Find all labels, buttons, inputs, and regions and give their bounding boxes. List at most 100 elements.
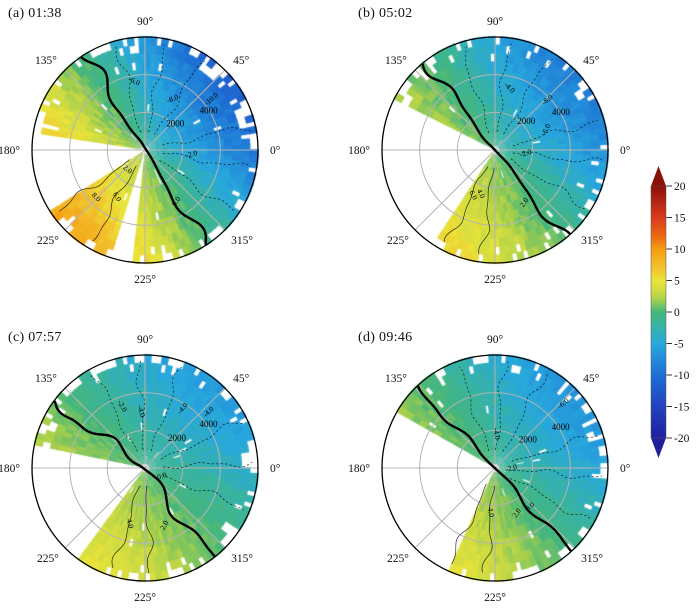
- outer-circle: [381, 36, 609, 264]
- panel-c-plot-svg: -2.0 -4.0 -4.0 -4.0 0.0 4.0 2.0 2000 4000 0° 45° 90…: [0, 334, 281, 604]
- contour-label: -6.0: [127, 74, 142, 87]
- angle-label-270: 225°: [134, 592, 156, 604]
- radial-distance-label: 4000: [200, 419, 219, 429]
- outer-circle: [31, 36, 259, 264]
- angle-label-225: 225°: [37, 235, 59, 247]
- outer-circle: [31, 354, 259, 582]
- contour-label: 4.0: [486, 507, 497, 518]
- angle-label-270: 225°: [134, 274, 156, 286]
- angle-label-90: 90°: [137, 16, 154, 28]
- contour-label: -6.0: [539, 122, 552, 137]
- radial-distance-label: 4000: [200, 105, 219, 115]
- contour-label: 0.0: [156, 470, 168, 482]
- panel-a: -10.0 -8.0 -6.0 -2.0 0.0 2.0 6.0 8.0 2000 4000 0° 4…: [0, 0, 350, 308]
- angle-label-0: 0°: [270, 463, 281, 475]
- range-ring-4000: [419, 392, 571, 544]
- radial-spoke: [144, 69, 226, 151]
- contour-lines: [59, 44, 252, 242]
- radial-spoke: [494, 387, 576, 469]
- angle-label-45: 45°: [233, 55, 250, 67]
- zero-contour-line: [416, 385, 572, 552]
- colorbar-gradient: [650, 185, 667, 439]
- colorbar-tick-label: -5: [674, 339, 684, 351]
- contour-label: -2.0: [504, 462, 518, 474]
- angle-label-225: 225°: [37, 553, 59, 565]
- polar-grid: [32, 37, 258, 263]
- angle-label-135: 135°: [385, 373, 407, 385]
- negative-contour-line: [494, 361, 509, 450]
- angle-label-90: 90°: [137, 334, 154, 346]
- positive-contour-line: [145, 485, 154, 574]
- range-ring-2000: [456, 429, 534, 507]
- angle-label-0: 0°: [620, 145, 631, 157]
- angle-label-180: 180°: [348, 145, 370, 157]
- panel-c: -2.0 -4.0 -4.0 -4.0 0.0 4.0 2.0 2000 4000 0° 45° 90…: [0, 308, 350, 616]
- contour-lines: [451, 361, 603, 573]
- contour-label: -4.0: [502, 80, 517, 95]
- angle-label-135: 135°: [385, 55, 407, 67]
- angle-label-0: 0°: [620, 463, 631, 475]
- angle-label-180: 180°: [0, 145, 20, 157]
- angle-label-270: 225°: [484, 274, 506, 286]
- panel-b-title: (b) 05:02: [358, 6, 413, 21]
- contour-label: 2.0: [518, 196, 531, 209]
- radial-spoke: [64, 149, 146, 231]
- colorbar-svg: 20 15 10 5 0 -5 -10 -15 -20: [650, 166, 690, 458]
- contour-label: 0.0: [523, 500, 536, 513]
- radial-distance-label: 2000: [168, 433, 187, 443]
- negative-contour-line: [135, 360, 146, 451]
- negative-contour-line: [496, 43, 512, 133]
- zero-contour-line: [421, 63, 571, 235]
- contour-label: -8.0: [165, 92, 179, 105]
- colorbar-tick-label: -20: [674, 433, 690, 445]
- contour-label: 2.0: [510, 506, 523, 519]
- zero-contour-line: [80, 56, 208, 245]
- radial-distance-label: 4000: [552, 422, 571, 432]
- angle-label-315: 315°: [231, 235, 253, 247]
- panel-a-title: (a) 01:38: [8, 6, 62, 21]
- negative-contour-line: [115, 46, 142, 133]
- radial-spoke: [64, 387, 146, 469]
- angle-label-90: 90°: [487, 16, 504, 28]
- negative-contour-line: [512, 151, 603, 163]
- panel-c-title: (c) 07:57: [8, 330, 62, 345]
- colorbar-tick-label: -10: [674, 370, 690, 382]
- angle-label-225: 225°: [387, 235, 409, 247]
- contour-label: -4.0: [175, 401, 190, 416]
- negative-contour-line: [162, 127, 251, 146]
- angle-label-45: 45°: [583, 373, 600, 385]
- contour-label: -8.0: [540, 92, 555, 107]
- contour-label: 6.0: [111, 190, 124, 203]
- angle-label-315: 315°: [581, 553, 603, 565]
- colorbar-tick-label: 10: [674, 244, 686, 256]
- negative-contour-line: [162, 153, 252, 168]
- positive-contour-line: [451, 483, 487, 564]
- contour-label: 2.0: [158, 519, 171, 532]
- angle-label-180: 180°: [348, 463, 370, 475]
- panel-b: -8.0 -6.0 -4.0 -2.0 6.0 4.0 2.0 2000 4000 0° 45° 90…: [348, 0, 700, 308]
- polar-grid: [382, 37, 608, 263]
- range-ring-4000: [69, 392, 221, 544]
- radial-spoke: [494, 69, 576, 151]
- radial-spoke: [144, 387, 226, 469]
- contour-label: -4.0: [491, 427, 502, 441]
- panel-d-title: (d) 09:46: [358, 330, 413, 345]
- contour-label: -6.0: [556, 396, 571, 411]
- positive-contour-line: [478, 168, 495, 254]
- contour-label: 4.0: [125, 518, 136, 530]
- angle-label-225: 225°: [387, 553, 409, 565]
- polar-grid: [32, 355, 258, 581]
- radial-spoke: [414, 467, 496, 549]
- contour-label: 6.0: [467, 189, 480, 202]
- radial-spoke: [144, 149, 226, 231]
- contour-label: -2.0: [116, 399, 130, 414]
- panel-d-plot-svg: -6.0 -4.0 -2.0 0.02.0 4.0 2000 4000 0° 45° 90° 135…: [348, 334, 631, 604]
- angle-label-180: 180°: [0, 463, 20, 475]
- positive-contour-line: [92, 165, 137, 242]
- angle-label-315: 315°: [231, 553, 253, 565]
- panel-d: -6.0 -4.0 -2.0 0.0 2.0 4.0 2000 4000 0° 45° 90° 135…: [348, 308, 700, 616]
- angle-label-270: 225°: [484, 592, 506, 604]
- angle-label-315: 315°: [581, 235, 603, 247]
- contour-label: -2.0: [519, 147, 533, 159]
- range-ring-2000: [106, 429, 184, 507]
